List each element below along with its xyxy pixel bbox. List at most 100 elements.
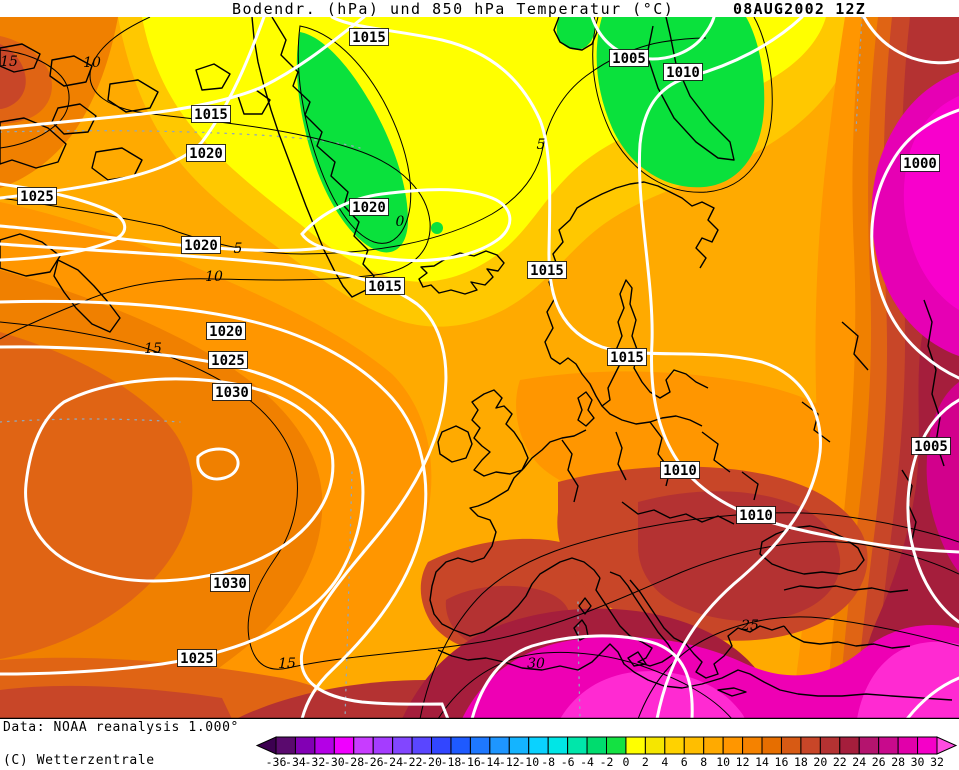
colorbar-cell	[742, 736, 763, 755]
colorbar-tick-label: -18	[441, 755, 462, 769]
colorbar-cell	[333, 736, 355, 755]
colorbar-tick-label: 30	[911, 755, 925, 769]
colorbar-tick-label: 10	[716, 755, 730, 769]
colorbar-cell	[780, 736, 802, 755]
temperature-colorbar: -36-34-32-30-28-26-24-22-20-18-16-14-12-…	[255, 736, 958, 769]
isobar-label: 1015	[368, 279, 402, 295]
colorbar-cell	[606, 736, 627, 755]
colorbar-cell	[625, 736, 646, 755]
colorbar-tick-label: 24	[852, 755, 866, 769]
colorbar-cell	[411, 736, 433, 755]
isobar-label: 1025	[20, 189, 54, 205]
isobar-label: 1020	[209, 324, 243, 340]
colorbar-cell	[489, 736, 510, 755]
colorbar-tick-label: -28	[343, 755, 364, 769]
temperature-fill-layer	[0, 17, 959, 719]
colorbar-tick-label: -14	[479, 755, 500, 769]
colorbar-cell	[819, 736, 841, 755]
colorbar-cell	[275, 736, 296, 755]
isobar-label: 1020	[189, 146, 223, 162]
colorbar-right-arrow	[936, 736, 958, 755]
weather-map-svg: 15 10505101515253010151005101010151020102…	[0, 17, 959, 719]
colorbar-cell	[858, 736, 880, 755]
colorbar-cell	[547, 736, 569, 755]
colorbar-tick-label: -2	[600, 755, 614, 769]
colorbar-cell	[664, 736, 685, 755]
isobar-label: 1030	[215, 385, 249, 401]
colorbar-cell	[294, 736, 316, 755]
colorbar-tick-label: -16	[460, 755, 481, 769]
temp-contour-label: 0	[396, 214, 405, 230]
weather-map: 15 10 5 0 5 10 15 15 25 30 1015 1005 1010 1015 1020 102…	[0, 17, 959, 719]
isobar-label: 1015	[530, 263, 564, 279]
colorbar-tick-label: -4	[580, 755, 594, 769]
colorbar-tick-label: -30	[324, 755, 345, 769]
temp-contour-label: 15	[144, 341, 162, 357]
isobar-label-layer: 1015100510101015102010251020102010151015…	[17, 28, 951, 667]
colorbar-tick-label: 32	[930, 755, 944, 769]
colorbar-cell	[839, 736, 860, 755]
credits-source: Data: NOAA reanalysis 1.000°	[3, 720, 239, 735]
colorbar-cell	[528, 736, 549, 755]
isobar-label: 1025	[180, 651, 214, 667]
colorbar-cell	[431, 736, 452, 755]
colorbar-tick-label: -24	[382, 755, 403, 769]
colorbar-tick-label: -6	[561, 755, 575, 769]
colorbar-cell	[353, 736, 374, 755]
colorbar-tick-label: -10	[518, 755, 539, 769]
colorbar-cell	[586, 736, 608, 755]
colorbar-tick-label: 26	[872, 755, 886, 769]
isobar-label: 1005	[612, 51, 646, 67]
colorbar-cell	[314, 736, 335, 755]
colorbar-tick-label: 4	[661, 755, 668, 769]
colorbar-cell	[878, 736, 899, 755]
colorbar-tick-label: 28	[891, 755, 905, 769]
colorbar-tick-label: 6	[681, 755, 688, 769]
colorbar-cell	[644, 736, 666, 755]
colorbar-tick-label: -34	[285, 755, 306, 769]
colorbar-cell	[761, 736, 782, 755]
isobar-label: 1025	[211, 353, 245, 369]
colorbar-tick-label: 12	[736, 755, 750, 769]
isobar-label: 1010	[663, 463, 697, 479]
colorbar-tick-label: 22	[833, 755, 847, 769]
temp-contour-label: 5	[537, 137, 546, 153]
colorbar-left-arrow	[255, 736, 277, 755]
colorbar-tick-label: 20	[813, 755, 827, 769]
colorbar-tick-label: 2	[642, 755, 649, 769]
colorbar-cell	[392, 736, 413, 755]
colorbar-cell	[372, 736, 394, 755]
colorbar-tick-label: -8	[541, 755, 555, 769]
temp-contour-label: 30	[527, 656, 545, 672]
colorbar-tick-label: -20	[421, 755, 442, 769]
temp-contour-label: 5	[234, 241, 243, 257]
footer-bar: Data: NOAA reanalysis 1.000° (C) Wetterz…	[0, 719, 959, 770]
temp-contour-label: 15	[278, 656, 296, 672]
isobar-label: 1010	[739, 508, 773, 524]
colorbar-tick-label: 0	[622, 755, 629, 769]
isobar-label: 1000	[903, 156, 937, 172]
temp-contour-label: 10	[205, 269, 223, 285]
colorbar-cell	[567, 736, 588, 755]
colorbar-cell	[703, 736, 724, 755]
colorbar-tick-label: -36	[266, 755, 287, 769]
colorbar-cell	[722, 736, 744, 755]
temp-contour-label: 25	[740, 618, 759, 634]
colorbar-tick-label: 14	[755, 755, 769, 769]
colorbar-cell	[800, 736, 821, 755]
colorbar-tick-label: -32	[304, 755, 325, 769]
colorbar-cell	[917, 736, 938, 755]
temp-contour-label: 15	[0, 54, 18, 70]
isobar-label: 1030	[213, 576, 247, 592]
isobar-label: 1020	[184, 238, 218, 254]
colorbar-tick-label: -26	[363, 755, 384, 769]
isobar-label: 1020	[352, 200, 386, 216]
temp-contour-label: 10	[83, 55, 101, 71]
map-datetime: 08AUG2002 12Z	[733, 0, 866, 18]
colorbar-tick-label: -22	[402, 755, 423, 769]
isobar-label: 1010	[666, 65, 700, 81]
credits-copyright: (C) Wetterzentrale	[3, 753, 155, 768]
colorbar-tick-label: -12	[499, 755, 520, 769]
